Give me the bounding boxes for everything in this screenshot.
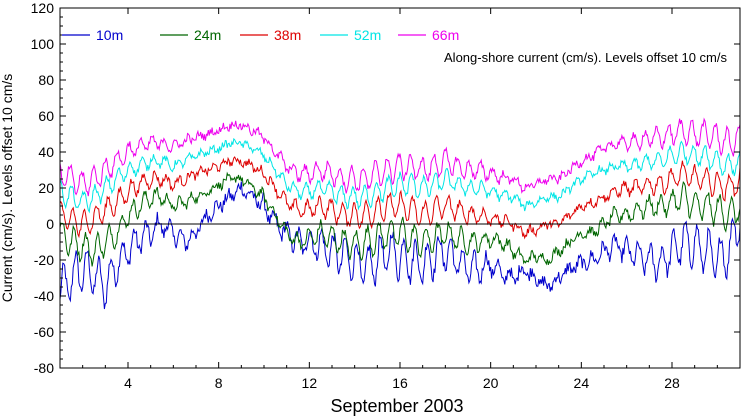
y-tick-label: 20: [38, 180, 54, 196]
x-tick-label: 24: [574, 375, 590, 391]
legend-label-38m: 38m: [274, 27, 301, 43]
x-tick-label: 28: [664, 375, 680, 391]
y-tick-label: 100: [31, 36, 55, 52]
x-tick-label: 8: [215, 375, 223, 391]
y-tick-label: 80: [38, 72, 54, 88]
y-tick-label: -40: [34, 288, 54, 304]
series-line-10m: [60, 181, 740, 310]
x-tick-label: 20: [483, 375, 499, 391]
series-line-24m: [60, 171, 740, 267]
series-line-52m: [60, 137, 740, 214]
legend-label-66m: 66m: [432, 27, 459, 43]
chart-annotation: Along-shore current (cm/s). Levels offse…: [444, 50, 727, 65]
series-layer: [60, 117, 740, 310]
legend: 10m 24m 38m 52m 66m: [62, 27, 459, 43]
axis-layer: -80 -60 -40 -20 0 20 40 60 80 100 120 4 8 12 16 20 24 28: [31, 0, 741, 391]
x-tick-label: 12: [302, 375, 318, 391]
y-tick-label: -80: [34, 360, 54, 376]
series-line-66m: [60, 117, 740, 197]
y-tick-label: 60: [38, 108, 54, 124]
x-axis-title: September 2003: [330, 396, 463, 416]
y-tick-label: -20: [34, 252, 54, 268]
y-tick-label: 40: [38, 144, 54, 160]
y-tick-label: -60: [34, 324, 54, 340]
x-tick-label: 16: [392, 375, 408, 391]
y-tick-label: 120: [31, 0, 55, 16]
legend-label-10m: 10m: [96, 27, 123, 43]
x-tick-label: 4: [124, 375, 132, 391]
legend-label-24m: 24m: [194, 27, 221, 43]
y-tick-label: 0: [46, 216, 54, 232]
series-line-38m: [60, 156, 740, 240]
legend-label-52m: 52m: [354, 27, 381, 43]
y-axis-title: Current (cm/s). Levels offset 10 cm/s: [0, 74, 15, 302]
